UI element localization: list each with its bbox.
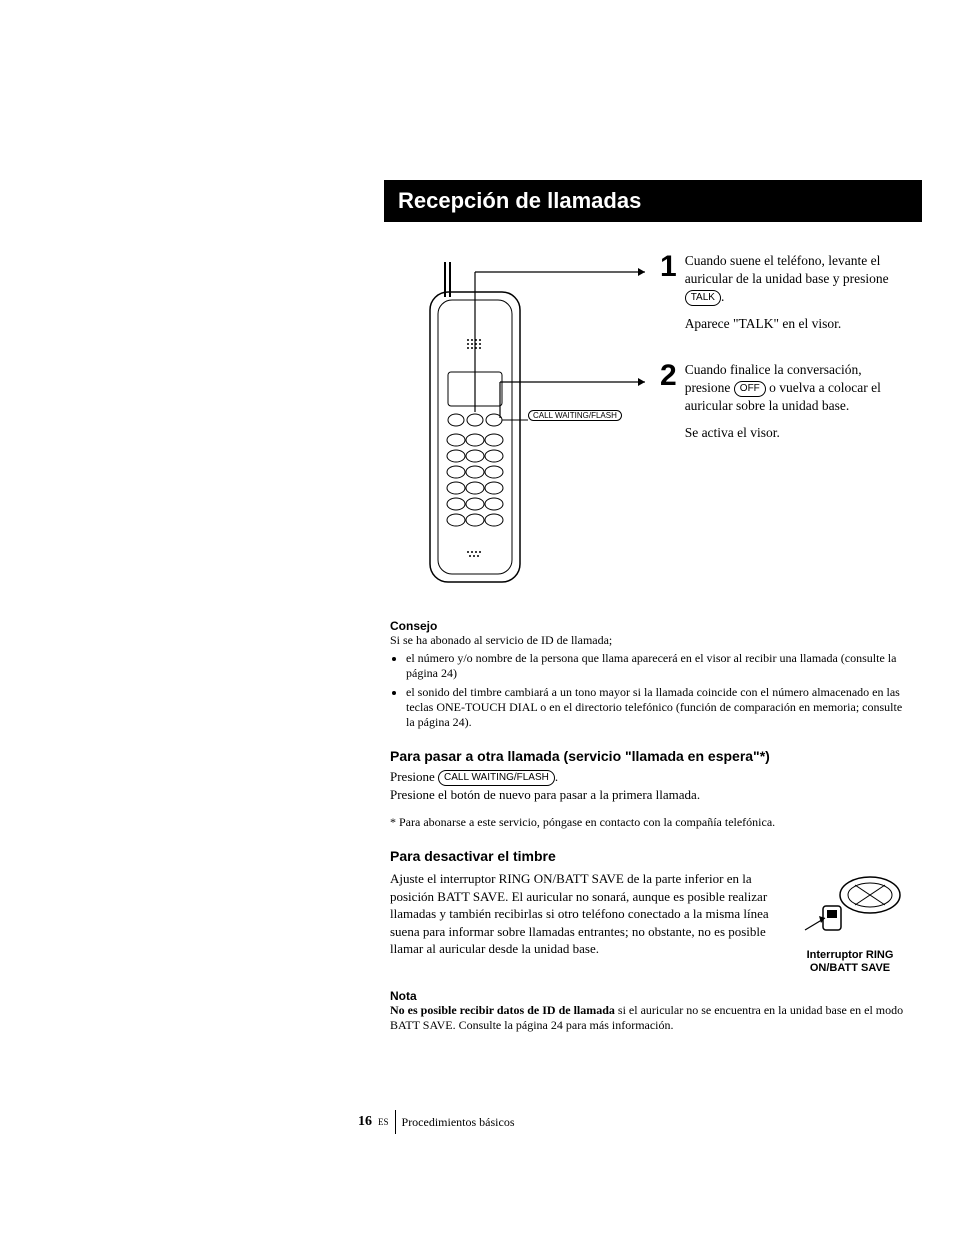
- steps-column: 1 Cuando suene el teléfono, levante el a…: [650, 252, 910, 607]
- step-text: Cuando suene el teléfono, levante el aur…: [685, 253, 889, 286]
- consejo-intro: Si se ha abonado al servicio de ID de ll…: [390, 633, 910, 648]
- switch-caption: Interruptor RING ON/BATT SAVE: [790, 949, 910, 975]
- step-text-after: .: [721, 289, 724, 304]
- nota-bold: No es posible recibir datos de ID de lla…: [390, 1003, 615, 1017]
- deactivate-heading: Para desactivar el timbre: [390, 848, 910, 864]
- step-1: 1 Cuando suene el teléfono, levante el a…: [660, 252, 910, 333]
- consejo-list: el número y/o nombre de la persona que l…: [390, 651, 910, 730]
- nota-title: Nota: [390, 989, 910, 1003]
- switch-figure: Interruptor RING ON/BATT SAVE: [790, 870, 910, 975]
- deactivate-text: Ajuste el interruptor RING ON/BATT SAVE …: [390, 870, 790, 975]
- press-again: Presione el botón de nuevo para pasar a …: [390, 787, 700, 802]
- handset-svg: [390, 252, 650, 602]
- press-text: Presione: [390, 769, 438, 784]
- page-title-bar: Recepción de llamadas: [384, 180, 922, 222]
- step-result: Se activa el visor.: [685, 424, 910, 442]
- step-number: 1: [660, 252, 677, 333]
- page-number: 16: [358, 1114, 372, 1130]
- talk-button-label: TALK: [685, 290, 721, 306]
- switch-svg: [795, 870, 905, 940]
- press-after: .: [555, 769, 558, 784]
- step-2: 2 Cuando finalice la conversación, presi…: [660, 361, 910, 442]
- call-waiting-flash-button-label: CALL WAITING/FLASH: [438, 770, 555, 786]
- nota-block: Nota No es posible recibir datos de ID d…: [390, 989, 910, 1033]
- footer-section: Procedimientos básicos: [402, 1115, 515, 1130]
- page-title: Recepción de llamadas: [398, 188, 641, 213]
- list-item: el sonido del timbre cambiará a un tono …: [406, 685, 910, 730]
- call-waiting-flash-label: CALL WAITING/FLASH: [528, 410, 622, 421]
- consejo-block: Consejo Si se ha abonado al servicio de …: [390, 619, 910, 730]
- footer-divider: [395, 1110, 396, 1134]
- page-footer: 16 ES Procedimientos básicos: [358, 1110, 515, 1134]
- main-content: CALL WAITING/FLASH 1 Cuando suene el tel…: [390, 252, 910, 607]
- step-result: Aparece "TALK" en el visor.: [685, 315, 910, 333]
- service-footnote: * Para abonarse a este servicio, póngase…: [390, 815, 910, 830]
- deactivate-row: Ajuste el interruptor RING ON/BATT SAVE …: [390, 870, 910, 975]
- nota-body: No es posible recibir datos de ID de lla…: [390, 1003, 910, 1033]
- off-button-label: OFF: [734, 381, 766, 397]
- consejo-title: Consejo: [390, 619, 910, 633]
- switch-call-heading: Para pasar a otra llamada (servicio "lla…: [390, 748, 910, 764]
- handset-diagram: CALL WAITING/FLASH: [390, 252, 650, 607]
- list-item: el número y/o nombre de la persona que l…: [406, 651, 910, 681]
- page-lang: ES: [378, 1117, 389, 1127]
- step-body: Cuando finalice la conversación, presion…: [685, 361, 910, 442]
- step-number: 2: [660, 361, 677, 442]
- switch-call-body: Presione CALL WAITING/FLASH. Presione el…: [390, 768, 910, 803]
- manual-page: Recepción de llamadas: [390, 180, 910, 1033]
- step-body: Cuando suene el teléfono, levante el aur…: [685, 252, 910, 333]
